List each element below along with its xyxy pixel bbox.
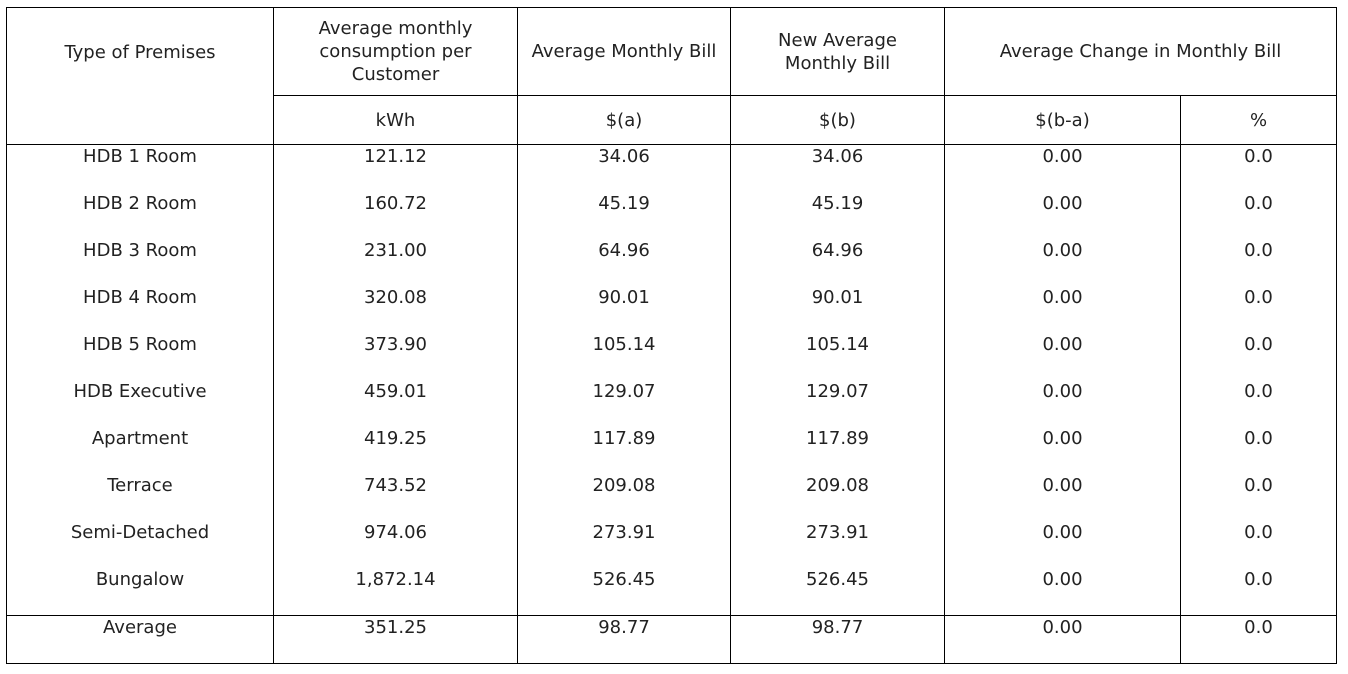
table-row: HDB 3 Room 231.00 64.96 64.96 0.00 0.0 bbox=[6, 238, 1337, 286]
cell-premises: HDB 1 Room bbox=[6, 144, 274, 192]
table-row: HDB Executive 459.01 129.07 129.07 0.00 … bbox=[6, 379, 1337, 427]
cell-pct: 0.0 bbox=[1244, 192, 1273, 214]
cell-change: 0.00 bbox=[944, 379, 1181, 427]
cell-change: 0.00 bbox=[944, 426, 1181, 474]
cell-kwh: 373.90 bbox=[273, 332, 518, 380]
cell-bill-a: 117.89 bbox=[517, 426, 731, 474]
cell-change: 0.00 bbox=[944, 144, 1181, 192]
cell-change: 0.00 bbox=[944, 285, 1181, 333]
cell-pct: 0.0 bbox=[1244, 427, 1273, 449]
cell-pct: 0.0 bbox=[1244, 286, 1273, 308]
cell-bill-b: 129.07 bbox=[730, 379, 945, 427]
cell-kwh: 1,872.14 bbox=[273, 567, 518, 616]
table-row: Semi-Detached 974.06 273.91 273.91 0.00 … bbox=[6, 520, 1337, 568]
header-new-avg-monthly-bill: New Average Monthly Bill bbox=[730, 7, 945, 96]
cell-kwh: 419.25 bbox=[273, 426, 518, 474]
cell-change: 0.00 bbox=[944, 238, 1181, 286]
cell-premises: Apartment bbox=[6, 426, 274, 474]
header-avg-monthly-bill: Average Monthly Bill bbox=[517, 7, 731, 96]
cell-bill-b: 64.96 bbox=[730, 238, 945, 286]
cell-pct: 0.0 bbox=[1244, 380, 1273, 402]
cell-premises: Semi-Detached bbox=[6, 520, 274, 568]
average-row: Average 351.25 98.77 98.77 0.00 0.0 bbox=[6, 615, 1337, 664]
unit-bill-a: $(a) bbox=[517, 95, 731, 145]
cell-kwh: 743.52 bbox=[273, 473, 518, 521]
cell-premises: HDB Executive bbox=[6, 379, 274, 427]
cell-premises: Terrace bbox=[6, 473, 274, 521]
table-row: Apartment 419.25 117.89 117.89 0.00 0.0 bbox=[6, 426, 1337, 474]
cell-premises: HDB 3 Room bbox=[6, 238, 274, 286]
cell-bill-a: 105.14 bbox=[517, 332, 731, 380]
cell-bill-b: 526.45 bbox=[730, 567, 945, 616]
table-row: HDB 4 Room 320.08 90.01 90.01 0.00 0.0 bbox=[6, 285, 1337, 333]
cell-pct: 0.0 bbox=[1244, 521, 1273, 543]
cell-bill-a: 209.08 bbox=[517, 473, 731, 521]
cell-pct: 0.0 bbox=[1244, 239, 1273, 261]
cell-change: 0.00 bbox=[944, 520, 1181, 568]
average-bill-a: 98.77 bbox=[517, 615, 731, 664]
table-row: HDB 1 Room 121.12 34.06 34.06 0.00 0.0 bbox=[6, 144, 1337, 192]
tariff-table-container: Type of Premises Average monthly consump… bbox=[6, 7, 1337, 665]
units-row: kWh $(a) $(b) $(b-a) % bbox=[7, 95, 1337, 145]
cell-kwh: 121.12 bbox=[273, 144, 518, 192]
table-row: HDB 5 Room 373.90 105.14 105.14 0.00 0.0 bbox=[6, 332, 1337, 380]
unit-bill-b: $(b) bbox=[730, 95, 945, 145]
cell-change: 0.00 bbox=[944, 332, 1181, 380]
header-avg-consumption: Average monthly consumption per Customer bbox=[273, 7, 518, 96]
average-label: Average bbox=[6, 615, 274, 664]
cell-bill-b: 273.91 bbox=[730, 520, 945, 568]
cell-kwh: 160.72 bbox=[273, 191, 518, 239]
cell-bill-a: 526.45 bbox=[517, 567, 731, 616]
header-avg-change: Average Change in Monthly Bill bbox=[944, 7, 1337, 96]
cell-bill-a: 90.01 bbox=[517, 285, 731, 333]
cell-kwh: 231.00 bbox=[273, 238, 518, 286]
cell-premises: HDB 2 Room bbox=[6, 191, 274, 239]
cell-change: 0.00 bbox=[944, 191, 1181, 239]
cell-bill-b: 90.01 bbox=[730, 285, 945, 333]
cell-change: 0.00 bbox=[944, 473, 1181, 521]
cell-kwh: 459.01 bbox=[273, 379, 518, 427]
cell-premises: HDB 4 Room bbox=[6, 285, 274, 333]
cell-pct: 0.0 bbox=[1244, 146, 1273, 167]
cell-kwh: 320.08 bbox=[273, 285, 518, 333]
cell-pct: 0.0 bbox=[1244, 333, 1273, 355]
cell-bill-b: 34.06 bbox=[730, 144, 945, 192]
cell-kwh: 974.06 bbox=[273, 520, 518, 568]
table-row: Bungalow 1,872.14 526.45 526.45 0.00 0.0 bbox=[6, 567, 1337, 616]
cell-bill-b: 105.14 bbox=[730, 332, 945, 380]
cell-bill-b: 45.19 bbox=[730, 191, 945, 239]
header-row: Type of Premises Average monthly consump… bbox=[6, 7, 1337, 145]
average-kwh: 351.25 bbox=[273, 615, 518, 664]
average-change: 0.00 bbox=[944, 615, 1181, 664]
unit-change-abs: $(b-a) bbox=[944, 95, 1181, 145]
unit-change-pct: % bbox=[1180, 95, 1337, 145]
cell-pct: 0.0 bbox=[1244, 474, 1273, 496]
monthly-bill-table: Type of Premises Average monthly consump… bbox=[6, 7, 1337, 664]
cell-pct: 0.0 bbox=[1180, 567, 1337, 616]
table-row: Terrace 743.52 209.08 209.08 0.00 0.0 bbox=[6, 473, 1337, 521]
average-bill-b: 98.77 bbox=[730, 615, 945, 664]
average-pct: 0.0 bbox=[1244, 617, 1273, 638]
cell-bill-b: 209.08 bbox=[730, 473, 945, 521]
cell-premises: HDB 5 Room bbox=[6, 332, 274, 380]
cell-bill-a: 273.91 bbox=[517, 520, 731, 568]
cell-bill-a: 64.96 bbox=[517, 238, 731, 286]
cell-premises: Bungalow bbox=[6, 567, 274, 616]
cell-bill-a: 45.19 bbox=[517, 191, 731, 239]
cell-bill-a: 34.06 bbox=[517, 144, 731, 192]
unit-kwh: kWh bbox=[273, 95, 518, 145]
cell-bill-b: 117.89 bbox=[730, 426, 945, 474]
cell-bill-a: 129.07 bbox=[517, 379, 731, 427]
table-row: HDB 2 Room 160.72 45.19 45.19 0.00 0.0 bbox=[6, 191, 1337, 239]
header-type-of-premises: Type of Premises bbox=[6, 7, 274, 145]
cell-change: 0.00 bbox=[944, 567, 1181, 616]
